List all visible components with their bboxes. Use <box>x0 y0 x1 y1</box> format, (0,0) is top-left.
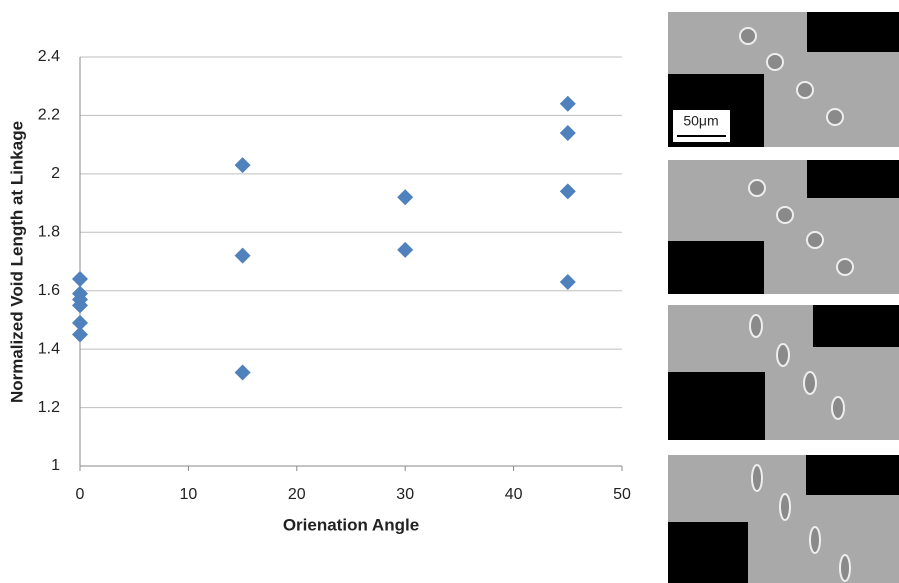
marker <box>560 96 576 112</box>
x-tick-label: 50 <box>613 486 631 503</box>
figure: Orienation Angle Normalized Void Length … <box>0 0 899 583</box>
micrographs: 50μm <box>668 12 899 583</box>
x-tick-label: 40 <box>505 486 523 503</box>
micrograph <box>668 455 899 583</box>
micrograph <box>668 160 899 294</box>
marker <box>560 274 576 290</box>
marker <box>397 242 413 258</box>
micrograph <box>668 305 899 440</box>
marker <box>560 125 576 141</box>
marker <box>72 271 88 287</box>
x-axis-label: Orienation Angle <box>283 515 419 534</box>
x-tick-label: 0 <box>76 486 85 503</box>
y-tick-label: 1.8 <box>38 224 60 241</box>
y-tick-label: 1.6 <box>38 282 60 299</box>
y-axis-label: Normalized Void Length at Linkage <box>7 121 26 403</box>
y-tick-label: 2.2 <box>38 107 60 124</box>
x-tick-label: 10 <box>180 486 198 503</box>
y-tick-label: 1.2 <box>38 399 60 416</box>
marker <box>235 365 251 381</box>
scale-bar-label: 50μm <box>683 113 718 129</box>
x-tick-label: 30 <box>396 486 414 503</box>
marker <box>235 248 251 264</box>
y-tick-label: 1.4 <box>38 340 60 357</box>
marker <box>235 157 251 173</box>
y-tick-label: 1 <box>51 457 60 474</box>
micrograph: 50μm <box>668 12 899 147</box>
y-tick-label: 2.4 <box>38 48 60 65</box>
x-tick-label: 20 <box>288 486 306 503</box>
marker <box>72 327 88 343</box>
marker <box>397 189 413 205</box>
y-tick-label: 2 <box>51 165 60 182</box>
marker <box>560 183 576 199</box>
